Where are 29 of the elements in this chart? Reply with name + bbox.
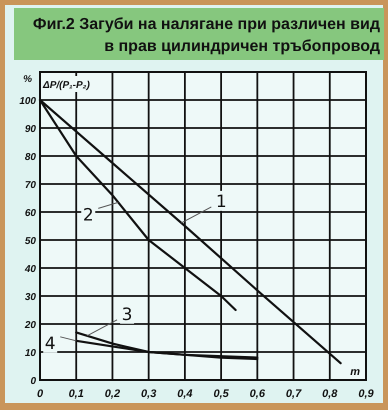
series-label: 4 bbox=[44, 334, 56, 354]
x-tick-label: 0,5 bbox=[213, 388, 230, 400]
series-label: 2 bbox=[82, 205, 94, 226]
x-tick-label: 0,3 bbox=[141, 388, 156, 400]
series-label: 3 bbox=[122, 304, 133, 325]
x-tick-label: 0,6 bbox=[250, 388, 266, 400]
y-tick-label: 100 bbox=[19, 96, 36, 107]
x-tick-label: 0,2 bbox=[104, 388, 120, 400]
x-tick-label: 0,8 bbox=[322, 388, 338, 400]
x-tick-label: 0,7 bbox=[286, 388, 302, 400]
x-tick-label: 0,9 bbox=[358, 388, 375, 400]
x-axis-title: m bbox=[350, 366, 360, 378]
y-tick-label: 90 bbox=[24, 124, 36, 135]
y-tick-label: 10 bbox=[24, 348, 36, 359]
x-tick-label: 0 bbox=[36, 388, 44, 400]
y-tick-label: 60 bbox=[24, 208, 36, 219]
y-tick-label: 80 bbox=[24, 152, 36, 163]
y-tick-label: 30 bbox=[24, 292, 36, 303]
text: % bbox=[23, 74, 32, 85]
y-tick-label: 20 bbox=[24, 320, 36, 331]
x-tick-label: 0,1 bbox=[68, 388, 84, 400]
y-tick-label: 70 bbox=[24, 180, 36, 191]
y-tick-label: 50 bbox=[24, 236, 36, 247]
chart-title: Фиг.2 Загуби на налягане при различен вид в прав цилиндричен тръбопровод bbox=[32, 16, 380, 55]
y-tick-label: 0 bbox=[30, 376, 36, 387]
y-tick-label: 40 bbox=[24, 264, 36, 275]
y-axis-title: ΔP/(P₁-P₂) bbox=[42, 80, 90, 91]
x-tick-label: 0,4 bbox=[177, 388, 193, 400]
series-label: 1 bbox=[216, 192, 227, 212]
